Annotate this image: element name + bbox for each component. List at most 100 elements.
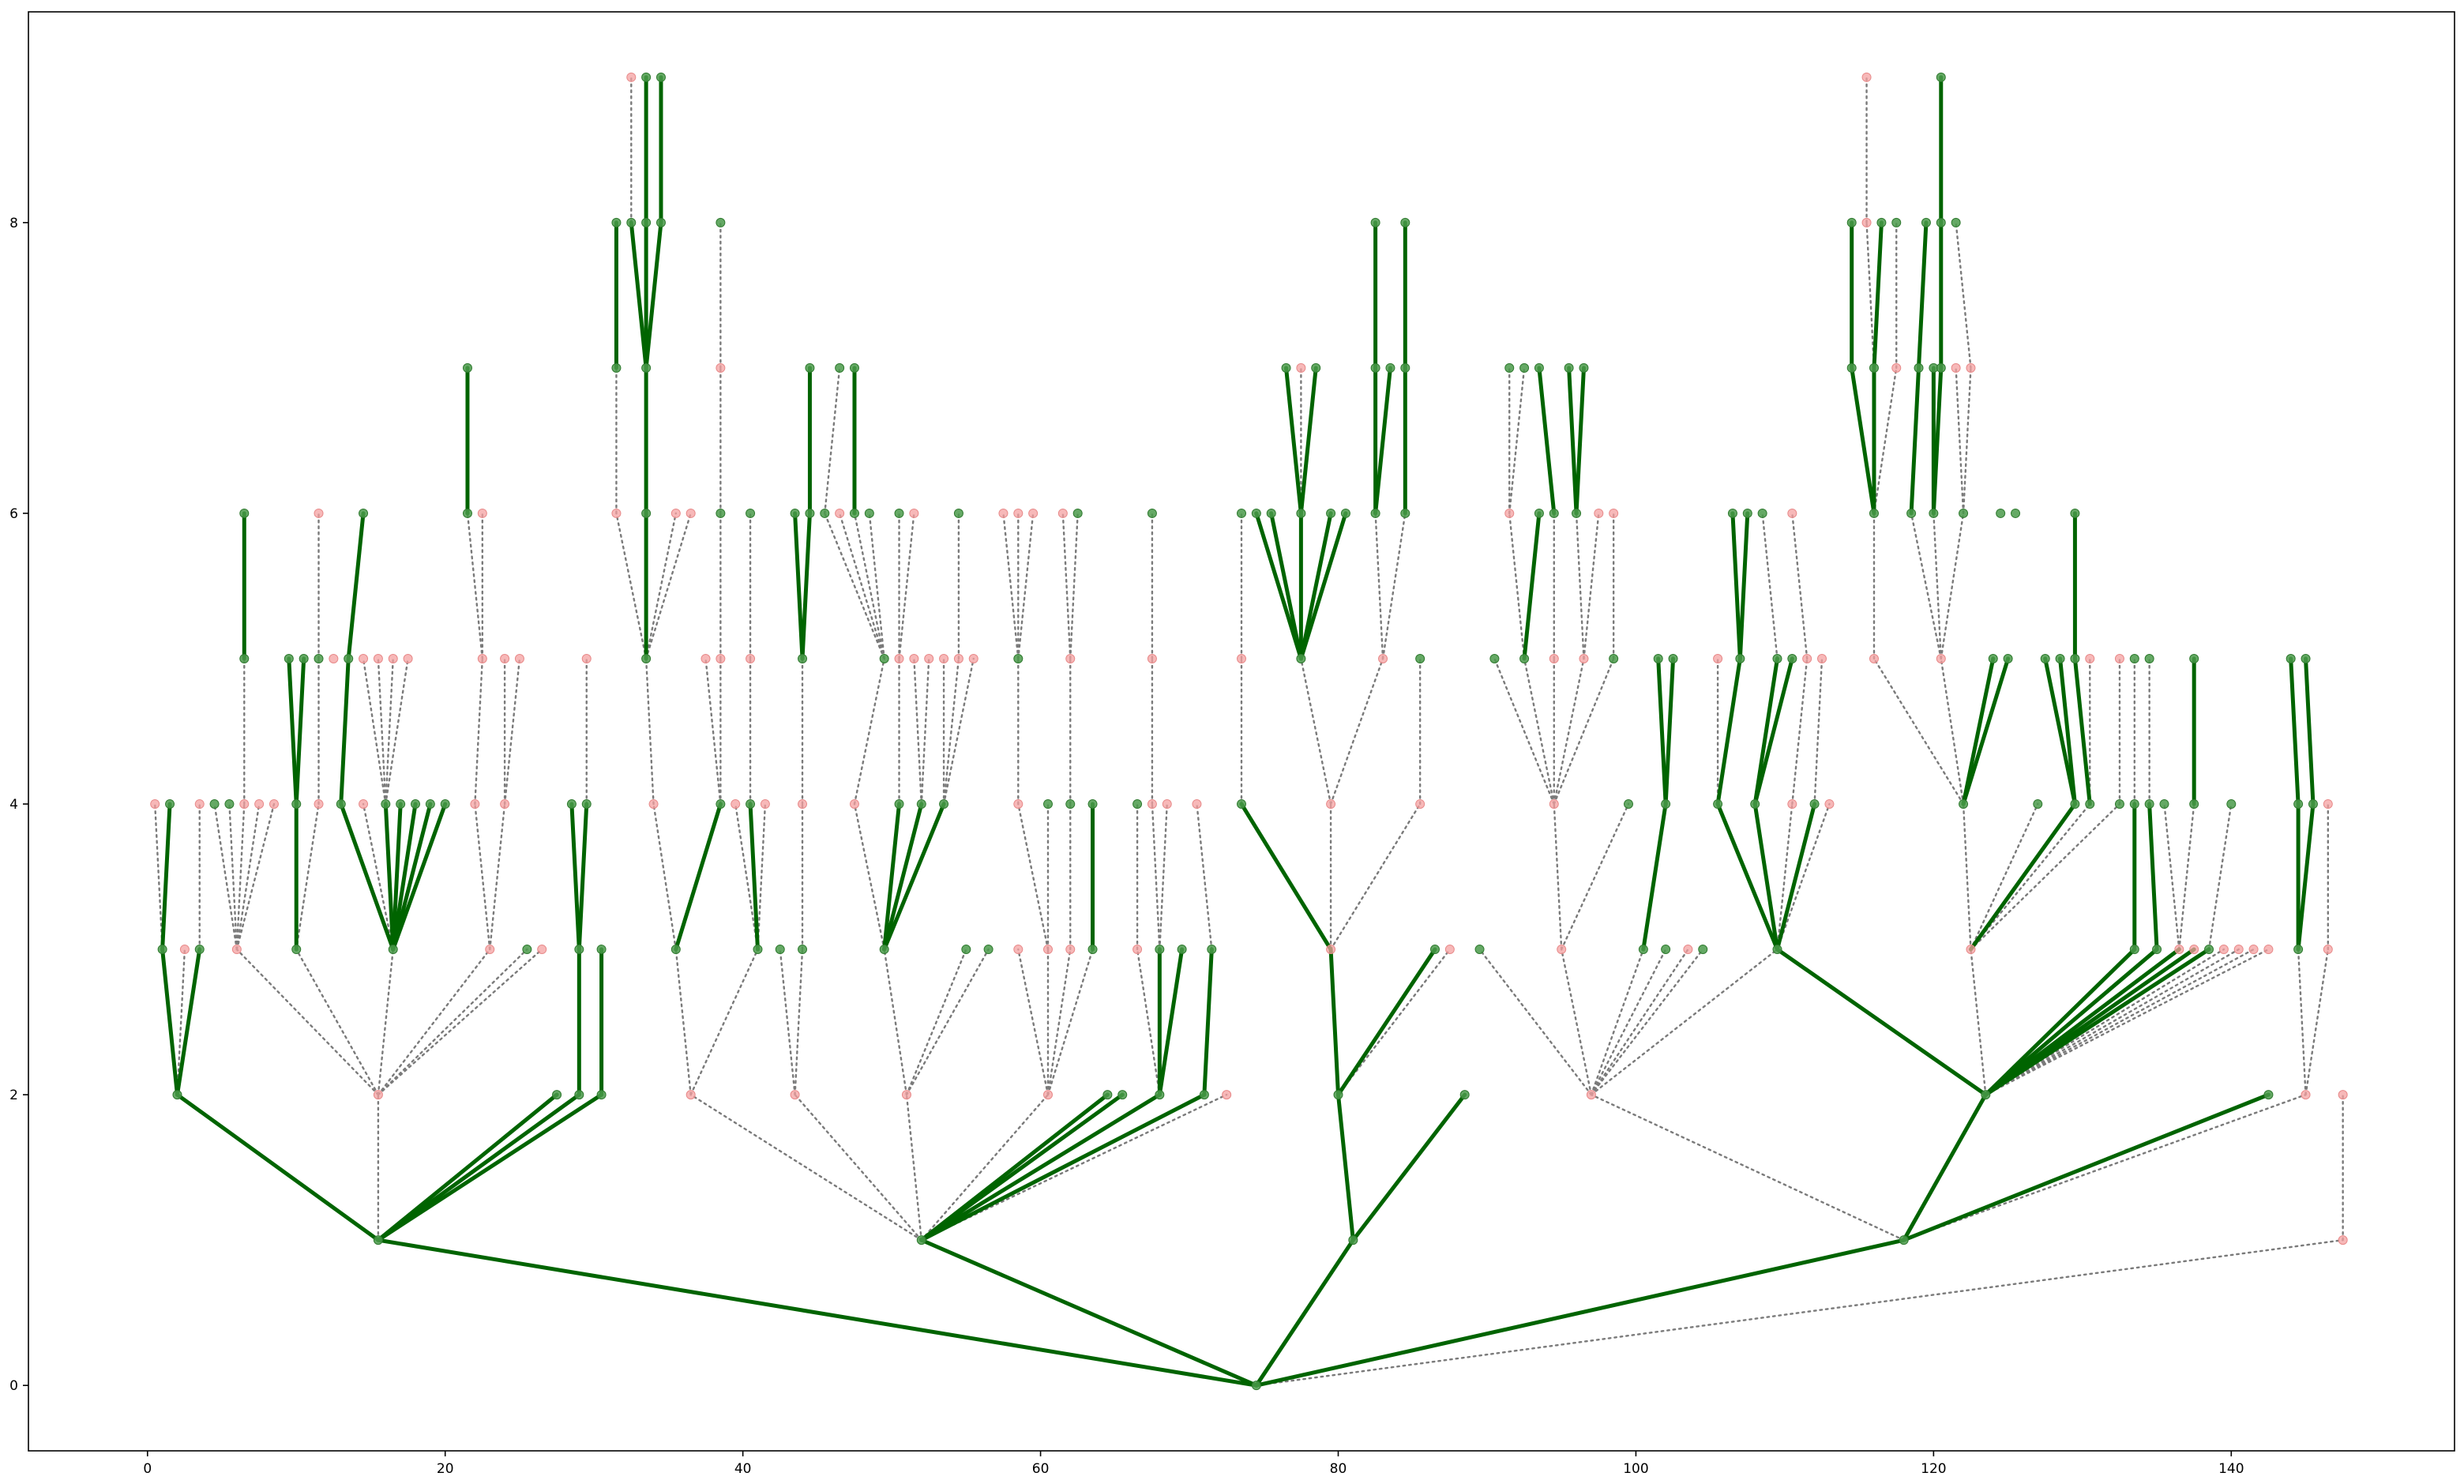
node-selected — [1638, 945, 1648, 955]
node-unselected — [1013, 508, 1024, 518]
node-unselected — [968, 653, 978, 663]
node-selected — [1876, 217, 1887, 227]
path-edge — [1737, 511, 1750, 661]
node-unselected — [1824, 799, 1835, 810]
y-tick-label: 0 — [9, 1378, 18, 1394]
node-unselected — [1415, 799, 1425, 810]
node-selected — [1921, 217, 1931, 227]
node-selected — [1207, 945, 1217, 955]
node-unselected — [1132, 945, 1143, 955]
node-unselected — [388, 653, 398, 663]
dotted-edge — [377, 948, 491, 1096]
x-tick-label: 20 — [437, 1461, 454, 1477]
dotted-edge — [1910, 512, 1942, 660]
node-selected — [1311, 363, 1321, 373]
node-selected — [1869, 363, 1879, 373]
node-unselected — [1013, 945, 1024, 955]
path-edge — [175, 1092, 381, 1242]
node-selected — [1519, 363, 1530, 373]
node-selected — [1281, 363, 1291, 373]
node-unselected — [581, 653, 592, 663]
dotted-edge — [1523, 657, 1555, 806]
path-edge — [1298, 366, 1318, 516]
path-edge — [160, 802, 172, 952]
dotted-edge — [905, 948, 967, 1096]
node-unselected — [1042, 1090, 1053, 1100]
node-selected — [172, 1090, 182, 1100]
node-selected — [641, 72, 652, 82]
node-unselected — [685, 1090, 696, 1100]
node-selected — [1489, 653, 1500, 663]
node-selected — [2308, 799, 2318, 810]
node-selected — [1899, 1235, 1909, 1245]
dotted-edge — [868, 512, 885, 660]
node-unselected — [1147, 799, 1157, 810]
dotted-edge — [1955, 221, 1972, 370]
node-unselected — [1817, 653, 1827, 663]
node-selected — [1155, 1090, 1165, 1100]
dotted-edge — [1985, 948, 2270, 1096]
path-edge — [577, 802, 589, 952]
dotted-edge — [2163, 802, 2180, 951]
path-edge — [175, 947, 202, 1097]
node-selected — [1936, 72, 1946, 82]
path-edge — [882, 802, 902, 952]
node-selected — [1296, 508, 1306, 518]
x-tick-label: 0 — [143, 1461, 152, 1477]
node-unselected — [909, 508, 919, 518]
node-selected — [864, 508, 874, 518]
node-unselected — [894, 653, 904, 663]
node-selected — [1981, 1090, 1991, 1100]
node-selected — [1661, 945, 1671, 955]
node-unselected — [194, 799, 205, 810]
node-selected — [2286, 653, 2296, 663]
node-selected — [655, 72, 666, 82]
node-unselected — [849, 799, 859, 810]
path-edge — [1968, 802, 2077, 952]
dotted-edge — [1002, 512, 1020, 660]
path-edge — [1730, 511, 1742, 661]
node-unselected — [477, 653, 487, 663]
dotted-edge — [1970, 948, 1987, 1096]
node-unselected — [2248, 945, 2259, 955]
node-unselected — [403, 653, 413, 663]
node-unselected — [485, 945, 495, 955]
node-selected — [835, 363, 845, 373]
node-unselected — [1549, 653, 1559, 663]
node-unselected — [1162, 799, 1172, 810]
node-unselected — [373, 1090, 383, 1100]
node-selected — [2055, 653, 2065, 663]
node-selected — [2085, 799, 2095, 810]
node-selected — [1988, 653, 1998, 663]
path-edge — [1254, 1238, 1355, 1388]
node-selected — [1237, 508, 1246, 518]
node-selected — [2070, 799, 2080, 810]
dotted-edge — [1300, 657, 1332, 806]
path-edge — [1298, 511, 1333, 661]
node-unselected — [953, 653, 963, 663]
x-tick-label: 120 — [1921, 1461, 1946, 1477]
node-selected — [1400, 363, 1410, 373]
dotted-edge — [1872, 657, 1965, 806]
x-axis: 0 20 40 60 80 100 120 140 — [143, 1451, 2244, 1477]
node-selected — [1929, 508, 1939, 518]
node-selected — [462, 363, 472, 373]
node-selected — [626, 217, 637, 227]
dotted-edge — [615, 512, 648, 660]
dotted-edges — [153, 76, 2344, 1387]
node-unselected — [329, 653, 339, 663]
dotted-edge — [1575, 512, 1585, 660]
node-selected — [1474, 945, 1485, 955]
dotted-edge — [794, 948, 804, 1096]
path-edge — [1961, 656, 1996, 806]
node-selected — [1132, 799, 1143, 810]
dotted-edge — [1590, 1093, 1905, 1242]
node-selected — [2144, 799, 2154, 810]
node-unselected — [477, 508, 487, 518]
dotted-edge — [2297, 948, 2307, 1096]
node-selected — [381, 799, 391, 810]
node-selected — [1772, 945, 1782, 955]
node-selected — [1809, 799, 1820, 810]
path-edge — [1254, 511, 1303, 661]
dotted-edge — [1381, 512, 1407, 660]
